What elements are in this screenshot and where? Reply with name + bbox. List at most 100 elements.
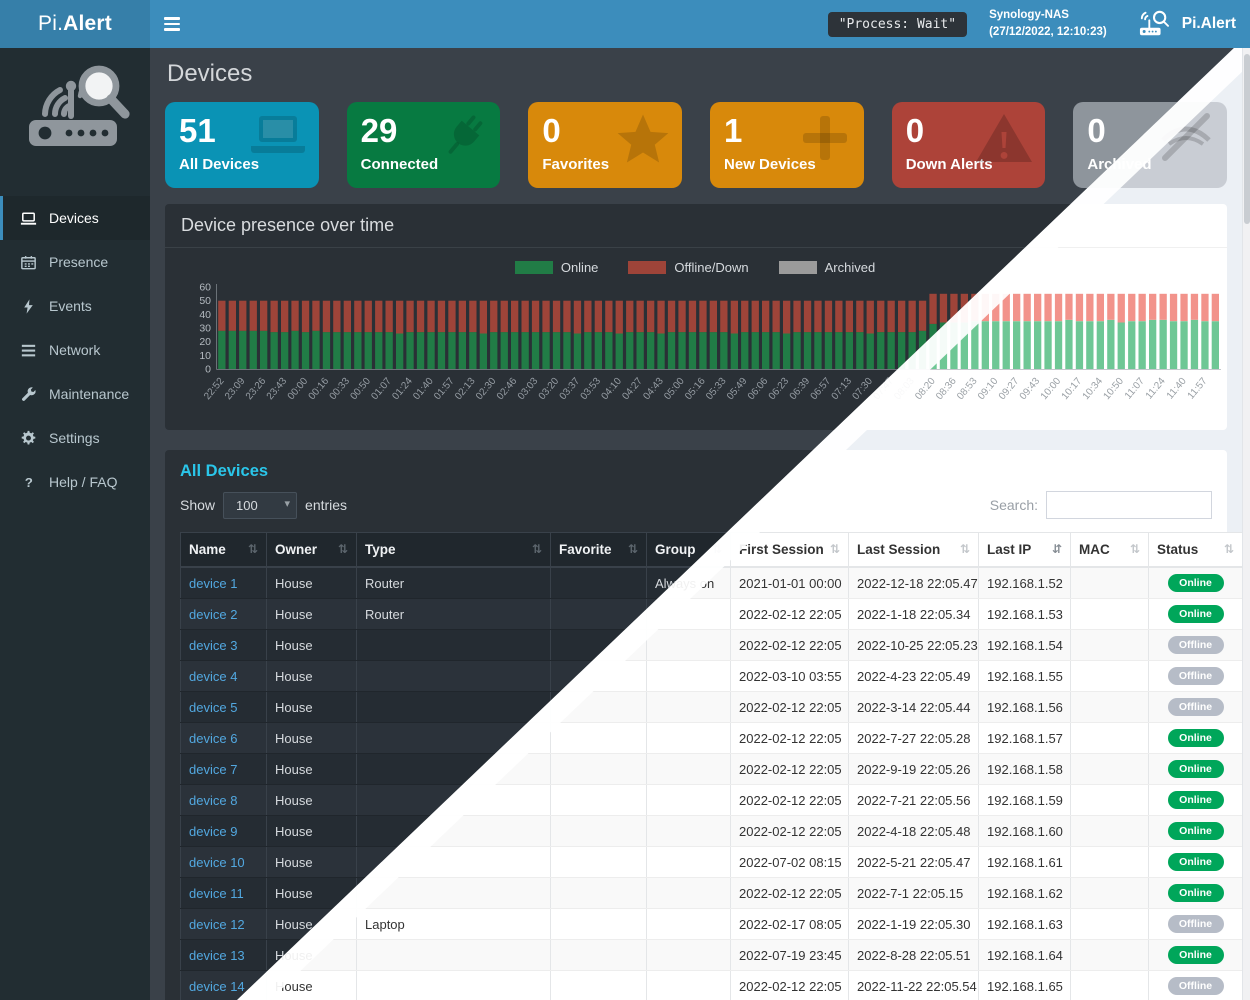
col-header-status[interactable]: Status⇅ xyxy=(1148,532,1242,568)
device-link[interactable]: device 9 xyxy=(189,823,238,839)
cell-name: device 13 xyxy=(180,939,267,971)
svg-text:06:57: 06:57 xyxy=(809,376,834,403)
cell-last-ip: 192.168.1.65 xyxy=(978,970,1071,1000)
cell-first-session: 2022-02-12 22:05 xyxy=(730,784,849,816)
sidebar-item-settings[interactable]: Settings xyxy=(0,416,150,460)
cell-favorite xyxy=(550,908,647,940)
device-link[interactable]: device 3 xyxy=(189,637,238,653)
svg-text:01:07: 01:07 xyxy=(369,376,394,403)
col-header-favorite[interactable]: Favorite⇅ xyxy=(550,532,647,568)
col-header-type[interactable]: Type⇅ xyxy=(356,532,551,568)
device-link[interactable]: device 7 xyxy=(189,761,238,777)
col-header-owner[interactable]: Owner⇅ xyxy=(266,532,357,568)
cell-owner: House xyxy=(266,815,357,847)
device-link[interactable]: device 14 xyxy=(189,978,245,994)
sidebar-item-events[interactable]: Events xyxy=(0,284,150,328)
eye-slash-icon xyxy=(1161,113,1211,161)
cell-status: Offline xyxy=(1148,660,1242,692)
cell-mac xyxy=(1070,815,1149,847)
cell-status: Online xyxy=(1148,784,1242,816)
card-connected[interactable]: 29 Connected xyxy=(346,102,501,188)
sidebar-item-presence[interactable]: Presence xyxy=(0,240,150,284)
cell-last-session: 2022-7-21 22:05.56 xyxy=(848,784,979,816)
cell-owner: House xyxy=(266,970,357,1000)
cell-type xyxy=(356,629,551,661)
svg-text:04:43: 04:43 xyxy=(641,376,666,403)
svg-text:03:03: 03:03 xyxy=(516,376,541,403)
cell-group xyxy=(646,753,731,785)
legend-archived[interactable]: Archived xyxy=(778,260,875,275)
cell-last-session: 2022-1-18 22:05.34 xyxy=(848,598,979,630)
sort-icon-active: ⇵ xyxy=(1051,542,1062,556)
cell-last-ip: 192.168.1.63 xyxy=(978,908,1071,940)
search-input[interactable] xyxy=(1046,491,1212,519)
col-header-mac[interactable]: MAC⇅ xyxy=(1070,532,1149,568)
laptop-icon xyxy=(250,116,305,153)
cell-first-session: 2022-07-19 23:45 xyxy=(730,939,849,971)
cell-type xyxy=(356,939,551,971)
scrollbar-thumb[interactable] xyxy=(1244,54,1250,224)
device-link[interactable]: device 11 xyxy=(189,885,244,901)
cell-mac xyxy=(1070,784,1149,816)
device-link[interactable]: device 13 xyxy=(189,947,245,963)
device-link[interactable]: device 6 xyxy=(189,730,238,746)
page-length-select[interactable]: 100 xyxy=(223,491,298,519)
calendar-icon xyxy=(21,255,36,269)
cell-status: Online xyxy=(1148,939,1242,971)
device-link[interactable]: device 5 xyxy=(189,699,238,715)
cell-mac xyxy=(1070,598,1149,630)
col-header-name[interactable]: Name⇅ xyxy=(180,532,267,568)
sort-icon: ⇅ xyxy=(627,542,638,556)
cell-first-session: 2022-02-12 22:05 xyxy=(730,877,849,909)
card-new-devices[interactable]: 1 New Devices xyxy=(710,102,864,188)
cell-favorite xyxy=(550,753,647,785)
legend-online[interactable]: Online xyxy=(514,260,598,275)
cell-name: device 5 xyxy=(180,691,267,723)
svg-text:05:33: 05:33 xyxy=(704,376,729,403)
cell-favorite xyxy=(550,691,647,723)
cell-group xyxy=(646,784,731,816)
svg-text:04:10: 04:10 xyxy=(599,376,624,403)
cell-mac xyxy=(1070,753,1149,785)
cell-owner: House xyxy=(266,846,357,878)
cell-type xyxy=(356,970,551,1000)
card-all-devices[interactable]: 51 All Devices xyxy=(165,102,319,188)
device-link[interactable]: device 4 xyxy=(189,668,238,684)
col-header-last-ip[interactable]: Last IP⇵ xyxy=(978,532,1071,568)
card-favorites[interactable]: 0 Favorites xyxy=(528,102,683,188)
sidebar-item-network[interactable]: Network xyxy=(0,328,150,372)
col-header-first-session[interactable]: First Session⇅ xyxy=(730,532,849,568)
cell-last-ip: 192.168.1.61 xyxy=(978,846,1071,878)
cell-mac xyxy=(1070,939,1149,971)
device-link[interactable]: device 12 xyxy=(189,916,245,932)
warning-icon xyxy=(976,114,1033,162)
topbar: Pi. Alert "Process: Wait" Synology-NAS (2… xyxy=(0,0,1250,48)
device-link[interactable]: device 8 xyxy=(189,792,238,808)
cell-last-ip: 192.168.1.56 xyxy=(978,691,1071,723)
device-link[interactable]: device 10 xyxy=(189,854,245,870)
bolt-icon xyxy=(24,298,33,314)
sidebar-item-devices[interactable]: Devices xyxy=(0,196,150,240)
device-link[interactable]: device 2 xyxy=(189,606,238,622)
cell-last-session: 2022-10-25 22:05.23 xyxy=(848,629,979,661)
device-link[interactable]: device 1 xyxy=(189,575,238,591)
sort-icon: ⇅ xyxy=(1223,542,1234,556)
sidebar: Devices Presence Events Network Maintena… xyxy=(0,48,150,1000)
app-name: Pi.Alert xyxy=(1181,15,1236,32)
cell-favorite xyxy=(550,939,647,971)
legend-offline[interactable]: Offline/Down xyxy=(628,260,749,275)
svg-text:60: 60 xyxy=(199,282,211,294)
sidebar-item-help[interactable]: ? Help / FAQ xyxy=(0,460,150,504)
cell-group xyxy=(646,908,731,940)
cell-status: Online xyxy=(1148,815,1242,847)
card-down-alerts[interactable]: 0 Down Alerts xyxy=(891,102,1046,188)
cell-favorite xyxy=(550,877,647,909)
col-header-last-session[interactable]: Last Session⇅ xyxy=(848,532,979,568)
svg-text:08:03: 08:03 xyxy=(892,376,917,403)
sidebar-item-maintenance[interactable]: Maintenance xyxy=(0,372,150,416)
brand-logo[interactable]: Pi. Alert xyxy=(0,0,150,48)
hamburger-menu-icon[interactable] xyxy=(150,0,194,48)
cell-last-session: 2022-9-19 22:05.26 xyxy=(848,753,979,785)
gear-icon xyxy=(21,430,36,444)
vertical-scrollbar[interactable] xyxy=(1242,48,1250,1000)
